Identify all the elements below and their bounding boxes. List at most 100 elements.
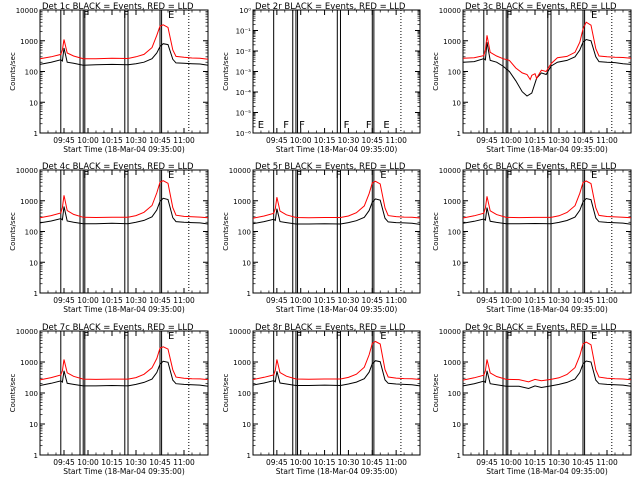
y-tick-label: 1000 bbox=[443, 38, 461, 46]
y-tick-label: 10⁰ bbox=[239, 7, 251, 15]
series-lld-line bbox=[252, 340, 421, 381]
x-axis-label: Start Time (18-Mar-04 09:35:00) bbox=[63, 305, 185, 314]
series-lld-line bbox=[39, 346, 209, 381]
x-axis-label: Start Time (18-Mar-04 09:35:00) bbox=[276, 467, 398, 476]
x-tick-label: 11:00 bbox=[173, 136, 195, 145]
x-tick-label: 10:30 bbox=[125, 458, 147, 467]
x-tick-label: 10:00 bbox=[290, 458, 312, 467]
y-tick-label: 10 bbox=[242, 259, 251, 267]
series-events-line bbox=[39, 197, 209, 225]
panel-title: Det 3c BLACK = Events, RED = LLD bbox=[465, 2, 617, 12]
flag-marker: E bbox=[591, 10, 597, 21]
y-tick-label: 1 bbox=[457, 130, 461, 138]
x-tick-label: 10:15 bbox=[101, 296, 123, 305]
flag-marker: F bbox=[83, 170, 89, 181]
plot-frame bbox=[39, 9, 209, 134]
y-axis-label: Counts/sec bbox=[432, 212, 440, 251]
flag-marker: E bbox=[591, 331, 597, 342]
y-tick-label: 1 bbox=[34, 290, 38, 298]
y-tick-label: 100 bbox=[25, 390, 38, 398]
x-tick-label: 10:45 bbox=[149, 136, 171, 145]
x-tick-label: 10:00 bbox=[290, 296, 312, 305]
plot-frame bbox=[462, 169, 632, 294]
series-lld-line bbox=[462, 21, 632, 81]
flag-marker: E bbox=[168, 10, 174, 21]
x-tick-label: 10:15 bbox=[524, 136, 546, 145]
panel-title: Det 7c BLACK = Events, RED = LLD bbox=[42, 323, 194, 333]
y-axis-label: Counts/sec bbox=[9, 212, 17, 251]
series-events-line bbox=[252, 360, 421, 387]
y-tick-label: 1000 bbox=[20, 38, 38, 46]
y-tick-label: 1000 bbox=[233, 359, 251, 367]
y-tick-label: 10000 bbox=[439, 167, 461, 175]
flag-marker: E bbox=[591, 170, 597, 181]
x-tick-label: 11:00 bbox=[596, 136, 618, 145]
x-tick-label: 11:00 bbox=[385, 296, 407, 305]
y-axis-label: Counts/sec bbox=[222, 374, 230, 413]
x-tick-label: 09:45 bbox=[266, 136, 288, 145]
y-tick-label: 1 bbox=[457, 452, 461, 460]
y-tick-label: 1 bbox=[34, 452, 38, 460]
flag-marker: F bbox=[299, 120, 305, 131]
x-axis-label: Start Time (18-Mar-04 09:35:00) bbox=[276, 145, 398, 154]
flag-marker: F bbox=[83, 331, 89, 342]
x-tick-label: 10:45 bbox=[572, 458, 594, 467]
y-tick-label: 10000 bbox=[439, 328, 461, 336]
x-axis-label: Start Time (18-Mar-04 09:35:00) bbox=[486, 145, 608, 154]
flag-marker: E bbox=[383, 120, 389, 131]
plot-frame bbox=[252, 330, 421, 456]
y-tick-label: 100 bbox=[238, 229, 251, 237]
y-tick-label: 10000 bbox=[16, 7, 38, 15]
y-tick-label: 1 bbox=[457, 290, 461, 298]
panel-title: Det 2r BLACK = Events, RED = LLD bbox=[255, 2, 406, 12]
flag-marker: F bbox=[283, 120, 289, 131]
series-lld-line bbox=[462, 341, 632, 383]
y-tick-label: 10000 bbox=[16, 167, 38, 175]
x-tick-label: 09:45 bbox=[476, 458, 498, 467]
flag-marker: F bbox=[506, 170, 512, 181]
x-tick-label: 10:45 bbox=[572, 136, 594, 145]
x-tick-label: 11:00 bbox=[173, 458, 195, 467]
y-axis-label: Counts/sec bbox=[9, 52, 17, 91]
x-tick-label: 10:00 bbox=[500, 296, 522, 305]
x-tick-label: 09:45 bbox=[476, 296, 498, 305]
detector-panel-9: Det 9c BLACK = Events, RED = LLD 1 10 100 10… bbox=[432, 323, 632, 476]
y-tick-label: 10 bbox=[29, 99, 38, 107]
x-tick-label: 10:15 bbox=[524, 296, 546, 305]
x-tick-label: 10:15 bbox=[314, 296, 336, 305]
series-lld-line bbox=[39, 180, 209, 219]
series-lld-line bbox=[462, 180, 632, 219]
y-tick-label: 10⁻² bbox=[236, 48, 252, 56]
y-axis-label: Counts/sec bbox=[222, 52, 230, 91]
x-tick-label: 10:45 bbox=[149, 296, 171, 305]
y-tick-label: 10⁻³ bbox=[236, 69, 252, 77]
x-tick-label: 09:45 bbox=[266, 296, 288, 305]
x-tick-label: 10:30 bbox=[125, 296, 147, 305]
x-tick-label: 10:30 bbox=[548, 458, 570, 467]
x-tick-label: 10:45 bbox=[361, 458, 383, 467]
x-tick-label: 11:00 bbox=[596, 458, 618, 467]
plot-frame bbox=[39, 330, 209, 456]
series-events-line bbox=[462, 360, 632, 390]
plot-frame bbox=[462, 330, 632, 456]
x-tick-label: 10:45 bbox=[149, 458, 171, 467]
x-tick-label: 10:15 bbox=[101, 458, 123, 467]
flag-marker: F bbox=[123, 10, 129, 21]
flag-marker: E bbox=[380, 170, 386, 181]
series-events-line bbox=[462, 38, 632, 97]
x-tick-label: 09:45 bbox=[53, 136, 75, 145]
x-tick-label: 09:45 bbox=[53, 296, 75, 305]
plot-frame bbox=[39, 169, 209, 294]
flag-marker: F bbox=[336, 331, 342, 342]
panel-title: Det 1c BLACK = Events, RED = LLD bbox=[42, 2, 194, 12]
y-tick-label: 1000 bbox=[20, 198, 38, 206]
series-events-line bbox=[462, 197, 632, 225]
detector-panel-4: Det 4c BLACK = Events, RED = LLD 1 10 100 10… bbox=[9, 162, 209, 314]
flag-marker: F bbox=[336, 170, 342, 181]
y-tick-label: 10000 bbox=[439, 7, 461, 15]
plot-frame bbox=[252, 169, 421, 294]
x-tick-label: 11:00 bbox=[173, 296, 195, 305]
flag-marker: E bbox=[258, 120, 264, 131]
y-tick-label: 100 bbox=[238, 390, 251, 398]
